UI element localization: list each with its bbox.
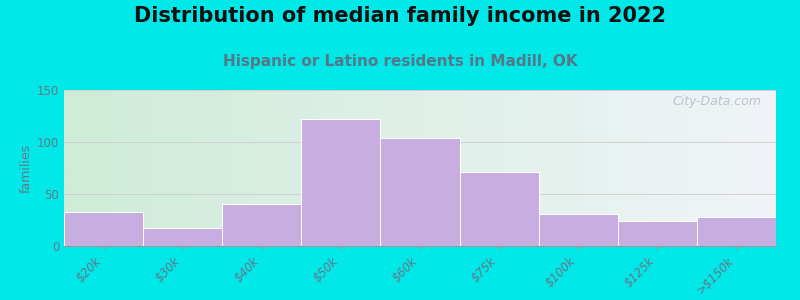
Text: Hispanic or Latino residents in Madill, OK: Hispanic or Latino residents in Madill, …	[222, 54, 578, 69]
Bar	[697, 217, 776, 246]
Bar	[459, 172, 538, 246]
Bar	[302, 119, 381, 246]
Bar	[381, 138, 459, 246]
Bar	[222, 204, 302, 246]
Text: City-Data.com: City-Data.com	[673, 95, 762, 108]
Text: Distribution of median family income in 2022: Distribution of median family income in …	[134, 6, 666, 26]
Bar	[618, 221, 697, 246]
Bar	[64, 212, 143, 246]
Bar	[143, 228, 222, 246]
Y-axis label: families: families	[20, 143, 33, 193]
Bar	[538, 214, 618, 246]
